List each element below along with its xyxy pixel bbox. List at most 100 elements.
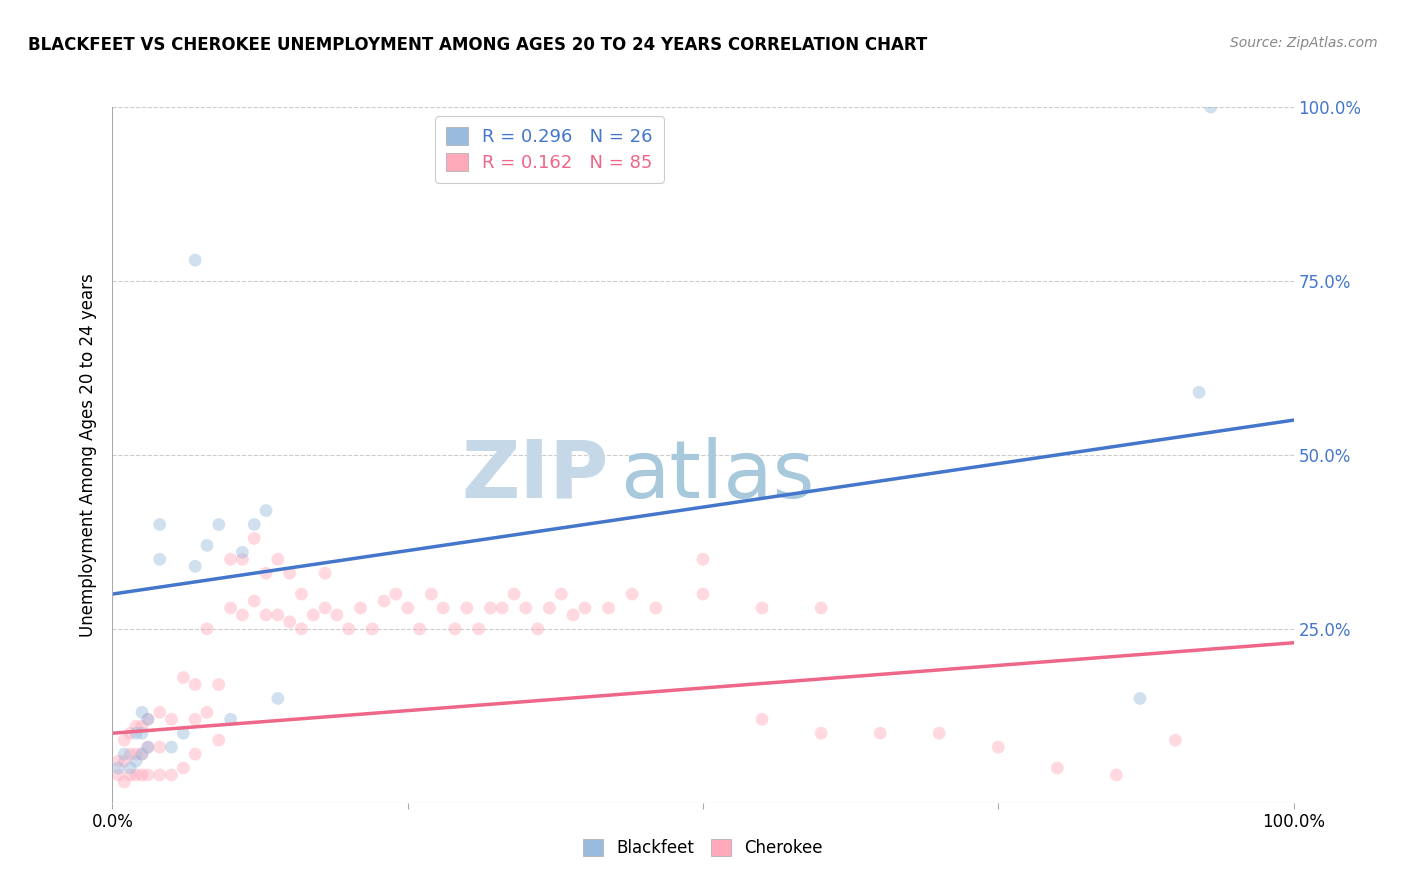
Point bbox=[112, 754, 135, 768]
Point bbox=[254, 566, 277, 581]
Point bbox=[136, 768, 159, 782]
Point bbox=[219, 601, 242, 615]
Point bbox=[290, 587, 312, 601]
Point bbox=[172, 761, 194, 775]
Point bbox=[810, 601, 832, 615]
Point bbox=[149, 740, 172, 755]
Point bbox=[692, 552, 714, 566]
Point bbox=[120, 747, 142, 761]
Point bbox=[420, 587, 443, 601]
Point bbox=[254, 503, 277, 517]
Point bbox=[467, 622, 489, 636]
Point bbox=[131, 747, 153, 761]
Point bbox=[208, 733, 231, 747]
Point bbox=[195, 622, 218, 636]
Point bbox=[326, 607, 349, 622]
Point bbox=[184, 253, 207, 268]
Point bbox=[131, 706, 153, 720]
Point bbox=[396, 601, 419, 615]
Point bbox=[621, 587, 644, 601]
Point bbox=[314, 601, 336, 615]
Point bbox=[231, 552, 253, 566]
Point bbox=[598, 601, 620, 615]
Point bbox=[219, 552, 242, 566]
Text: ZIP: ZIP bbox=[461, 437, 609, 515]
Point bbox=[195, 538, 218, 552]
Point bbox=[131, 726, 153, 740]
Legend: Blackfeet, Cherokee: Blackfeet, Cherokee bbox=[576, 832, 830, 864]
Point bbox=[149, 552, 172, 566]
Point bbox=[112, 775, 135, 789]
Point bbox=[136, 740, 159, 755]
Point bbox=[928, 726, 950, 740]
Point bbox=[644, 601, 666, 615]
Point bbox=[278, 566, 301, 581]
Point bbox=[120, 768, 142, 782]
Point bbox=[1129, 691, 1152, 706]
Point bbox=[751, 601, 773, 615]
Point bbox=[479, 601, 502, 615]
Point bbox=[184, 677, 207, 691]
Point bbox=[869, 726, 891, 740]
Point bbox=[254, 607, 277, 622]
Point bbox=[231, 607, 253, 622]
Point bbox=[550, 587, 572, 601]
Point bbox=[1164, 733, 1187, 747]
Point bbox=[208, 517, 231, 532]
Point bbox=[120, 761, 142, 775]
Point bbox=[136, 740, 159, 755]
Point bbox=[125, 726, 148, 740]
Point bbox=[337, 622, 360, 636]
Point bbox=[385, 587, 408, 601]
Point bbox=[107, 768, 129, 782]
Point bbox=[149, 768, 172, 782]
Point bbox=[267, 607, 290, 622]
Point bbox=[231, 545, 253, 559]
Point bbox=[243, 532, 266, 546]
Point bbox=[503, 587, 526, 601]
Point bbox=[136, 712, 159, 726]
Point bbox=[373, 594, 395, 608]
Point bbox=[160, 768, 183, 782]
Point bbox=[538, 601, 561, 615]
Point bbox=[243, 517, 266, 532]
Point bbox=[290, 622, 312, 636]
Point bbox=[408, 622, 430, 636]
Point bbox=[361, 622, 384, 636]
Text: atlas: atlas bbox=[620, 437, 814, 515]
Point bbox=[278, 615, 301, 629]
Point bbox=[1046, 761, 1069, 775]
Point bbox=[1105, 768, 1128, 782]
Point bbox=[1199, 100, 1222, 114]
Point bbox=[456, 601, 478, 615]
Point bbox=[562, 607, 585, 622]
Point bbox=[219, 712, 242, 726]
Point bbox=[751, 712, 773, 726]
Point bbox=[107, 754, 129, 768]
Point bbox=[267, 691, 290, 706]
Point bbox=[131, 747, 153, 761]
Point bbox=[184, 747, 207, 761]
Point bbox=[195, 706, 218, 720]
Y-axis label: Unemployment Among Ages 20 to 24 years: Unemployment Among Ages 20 to 24 years bbox=[79, 273, 97, 637]
Point bbox=[184, 712, 207, 726]
Point bbox=[149, 517, 172, 532]
Point bbox=[243, 594, 266, 608]
Text: Source: ZipAtlas.com: Source: ZipAtlas.com bbox=[1230, 36, 1378, 50]
Point bbox=[172, 671, 194, 685]
Point bbox=[172, 726, 194, 740]
Point bbox=[515, 601, 537, 615]
Point bbox=[432, 601, 454, 615]
Point bbox=[349, 601, 371, 615]
Point bbox=[120, 726, 142, 740]
Point bbox=[314, 566, 336, 581]
Point bbox=[491, 601, 513, 615]
Point bbox=[149, 706, 172, 720]
Text: BLACKFEET VS CHEROKEE UNEMPLOYMENT AMONG AGES 20 TO 24 YEARS CORRELATION CHART: BLACKFEET VS CHEROKEE UNEMPLOYMENT AMONG… bbox=[28, 36, 928, 54]
Point bbox=[444, 622, 467, 636]
Point bbox=[1188, 385, 1211, 400]
Point bbox=[107, 761, 129, 775]
Point bbox=[125, 768, 148, 782]
Point bbox=[574, 601, 596, 615]
Point bbox=[160, 740, 183, 755]
